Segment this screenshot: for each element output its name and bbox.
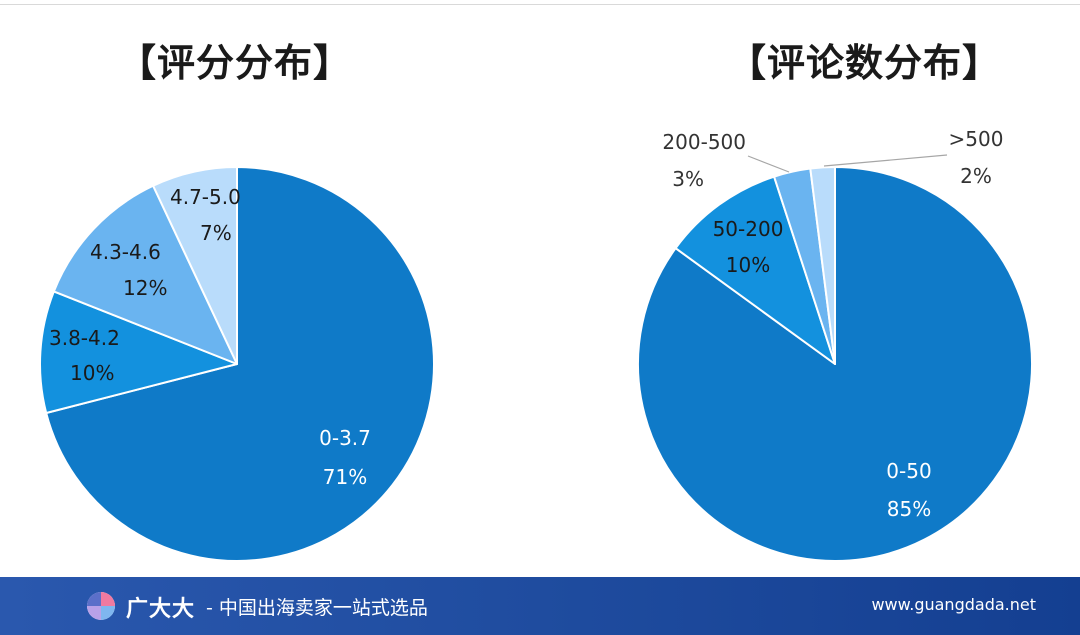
slice-percent-label: 12% [123, 276, 167, 300]
slice-category-label: 200-500 [662, 130, 746, 154]
leader-line-200-500 [747, 155, 790, 173]
slice-percent-label: 71% [323, 465, 367, 489]
pie-slice-50-200 [674, 175, 836, 365]
pie-slice->500 [809, 165, 836, 365]
footer-banner: 广大大 - 中国出海卖家一站式选品 www.guangdada.net [0, 577, 1080, 635]
pie-slice-4.7-5.0 [152, 166, 238, 365]
review-count-distribution-title: 【评论数分布】 [728, 41, 1002, 85]
rating-distribution-title: 【评分分布】 [118, 41, 353, 85]
top-divider [0, 4, 1080, 5]
slice-category-label: 0-3.7 [319, 426, 371, 450]
pie-slice-0-3.7 [45, 166, 435, 562]
slice-percent-label: 10% [726, 253, 770, 277]
website-link[interactable]: www.guangdada.net [871, 595, 1036, 614]
brand-slogan: - 中国出海卖家一站式选品 [206, 597, 428, 619]
slice-category-label: 50-200 [713, 217, 784, 241]
brand-name: 广大大 [126, 597, 196, 622]
pie-slice-4.3-4.6 [52, 184, 238, 365]
slice-percent-label: 10% [70, 361, 114, 385]
rating-pie: 0-3.7 71% 3.8-4.2 10% 4.3-4.6 12% 4.7-5.0 7% [39, 166, 435, 562]
slice-category-label: >500 [949, 127, 1004, 151]
pie-slice-3.8-4.2 [39, 290, 238, 414]
slice-category-label: 0-50 [886, 459, 931, 483]
brand-logo-icon [87, 592, 115, 620]
leader-line->500 [823, 154, 948, 167]
slice-category-label: 4.7-5.0 [170, 185, 241, 209]
review-count-pie: 0-50 85% 50-200 10% 200-500 3% >500 2% [637, 127, 1033, 562]
slice-category-label: 4.3-4.6 [90, 240, 161, 264]
slice-category-label: 3.8-4.2 [49, 326, 120, 350]
slice-percent-label: 85% [887, 497, 931, 521]
slice-percent-label: 7% [200, 221, 232, 245]
slice-percent-label: 2% [960, 164, 992, 188]
slice-percent-label: 3% [672, 167, 704, 191]
